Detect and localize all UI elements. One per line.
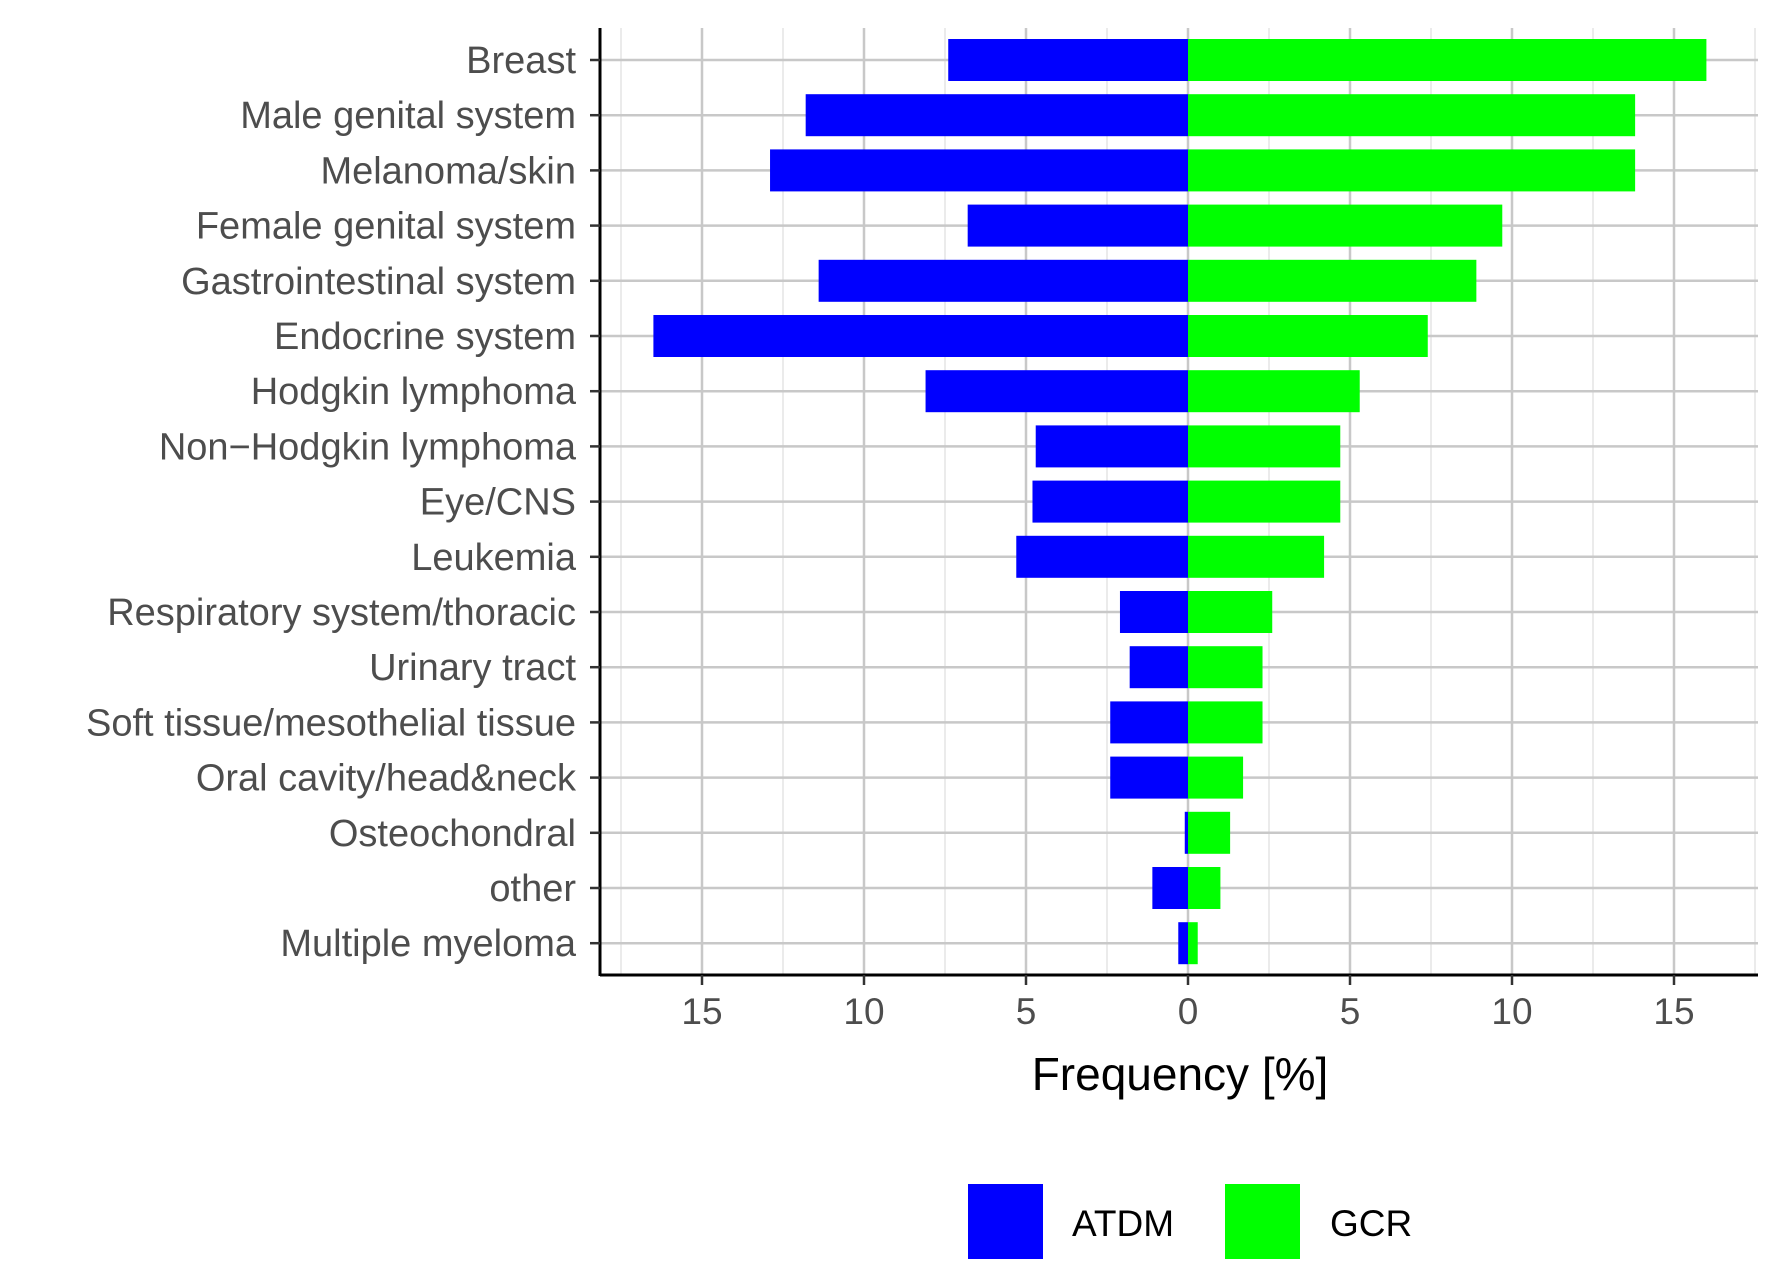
category-label: Non−Hodgkin lymphoma bbox=[159, 426, 577, 468]
category-label: Urinary tract bbox=[369, 647, 576, 689]
bar-gcr bbox=[1188, 591, 1273, 633]
bar-atdm bbox=[653, 315, 1188, 357]
category-label: Osteochondral bbox=[329, 813, 576, 855]
category-label: Female genital system bbox=[196, 206, 576, 248]
bar-gcr bbox=[1188, 94, 1636, 137]
legend-swatch-gcr bbox=[1225, 1184, 1300, 1259]
bar-atdm bbox=[770, 149, 1188, 192]
category-label: Multiple myeloma bbox=[280, 923, 577, 965]
category-label: Male genital system bbox=[240, 95, 576, 137]
x-tick-label: 10 bbox=[843, 991, 884, 1032]
category-label: Breast bbox=[466, 40, 576, 82]
bar-gcr bbox=[1188, 370, 1360, 413]
bar-gcr bbox=[1188, 480, 1341, 523]
bar-atdm bbox=[818, 259, 1188, 302]
x-tick-label: 5 bbox=[1016, 991, 1037, 1032]
bar-gcr bbox=[1188, 39, 1707, 81]
category-label: Gastrointestinal system bbox=[181, 261, 576, 303]
bar-gcr bbox=[1188, 922, 1198, 965]
bar-gcr bbox=[1188, 425, 1341, 468]
bar-atdm bbox=[1152, 867, 1188, 909]
x-tick-label: 10 bbox=[1491, 991, 1532, 1032]
legend-label-gcr: GCR bbox=[1330, 1203, 1412, 1244]
bar-gcr bbox=[1188, 756, 1244, 799]
x-tick-label: 15 bbox=[681, 991, 722, 1032]
x-tick-labels: 15 10 5 0 5 10 15 bbox=[681, 975, 1695, 1032]
bar-atdm bbox=[1035, 425, 1188, 468]
bars bbox=[653, 39, 1707, 965]
bar-gcr bbox=[1188, 646, 1263, 689]
category-label: Endocrine system bbox=[274, 316, 576, 358]
category-labels: Breast Male genital system Melanoma/skin Fe… bbox=[86, 40, 600, 965]
category-label: Respiratory system/thoracic bbox=[107, 592, 576, 634]
bar-atdm bbox=[1016, 535, 1188, 578]
bar-atdm bbox=[1129, 646, 1188, 689]
category-label: Leukemia bbox=[411, 537, 577, 579]
x-tick-label: 15 bbox=[1653, 991, 1694, 1032]
x-tick-label: 0 bbox=[1178, 991, 1199, 1032]
category-label: other bbox=[489, 868, 576, 910]
bar-atdm bbox=[1119, 591, 1188, 633]
bar-gcr bbox=[1188, 259, 1477, 302]
bar-atdm bbox=[925, 370, 1188, 413]
legend-swatch-atdm bbox=[968, 1184, 1043, 1259]
bar-atdm bbox=[805, 94, 1188, 137]
bar-gcr bbox=[1188, 811, 1231, 854]
legend-label-atdm: ATDM bbox=[1072, 1203, 1174, 1244]
bar-gcr bbox=[1188, 315, 1428, 357]
bar-atdm bbox=[1110, 701, 1188, 744]
bar-atdm bbox=[1110, 756, 1188, 799]
x-axis-title: Frequency [%] bbox=[1032, 1048, 1329, 1100]
x-tick-label: 5 bbox=[1340, 991, 1361, 1032]
bar-gcr bbox=[1188, 535, 1325, 578]
bar-gcr bbox=[1188, 701, 1263, 744]
bar-gcr bbox=[1188, 204, 1503, 247]
bar-atdm bbox=[1178, 922, 1188, 965]
bar-gcr bbox=[1188, 867, 1221, 909]
legend: ATDM GCR bbox=[968, 1184, 1412, 1259]
category-label: Melanoma/skin bbox=[320, 150, 576, 192]
bar-atdm bbox=[1184, 811, 1188, 854]
category-label: Hodgkin lymphoma bbox=[251, 371, 577, 413]
bar-atdm bbox=[948, 39, 1188, 81]
category-label: Eye/CNS bbox=[420, 482, 576, 524]
category-label: Oral cavity/head&neck bbox=[196, 758, 577, 800]
bar-gcr bbox=[1188, 149, 1636, 192]
bar-atdm bbox=[967, 204, 1188, 247]
category-label: Soft tissue/mesothelial tissue bbox=[86, 702, 576, 744]
bar-atdm bbox=[1032, 480, 1188, 523]
